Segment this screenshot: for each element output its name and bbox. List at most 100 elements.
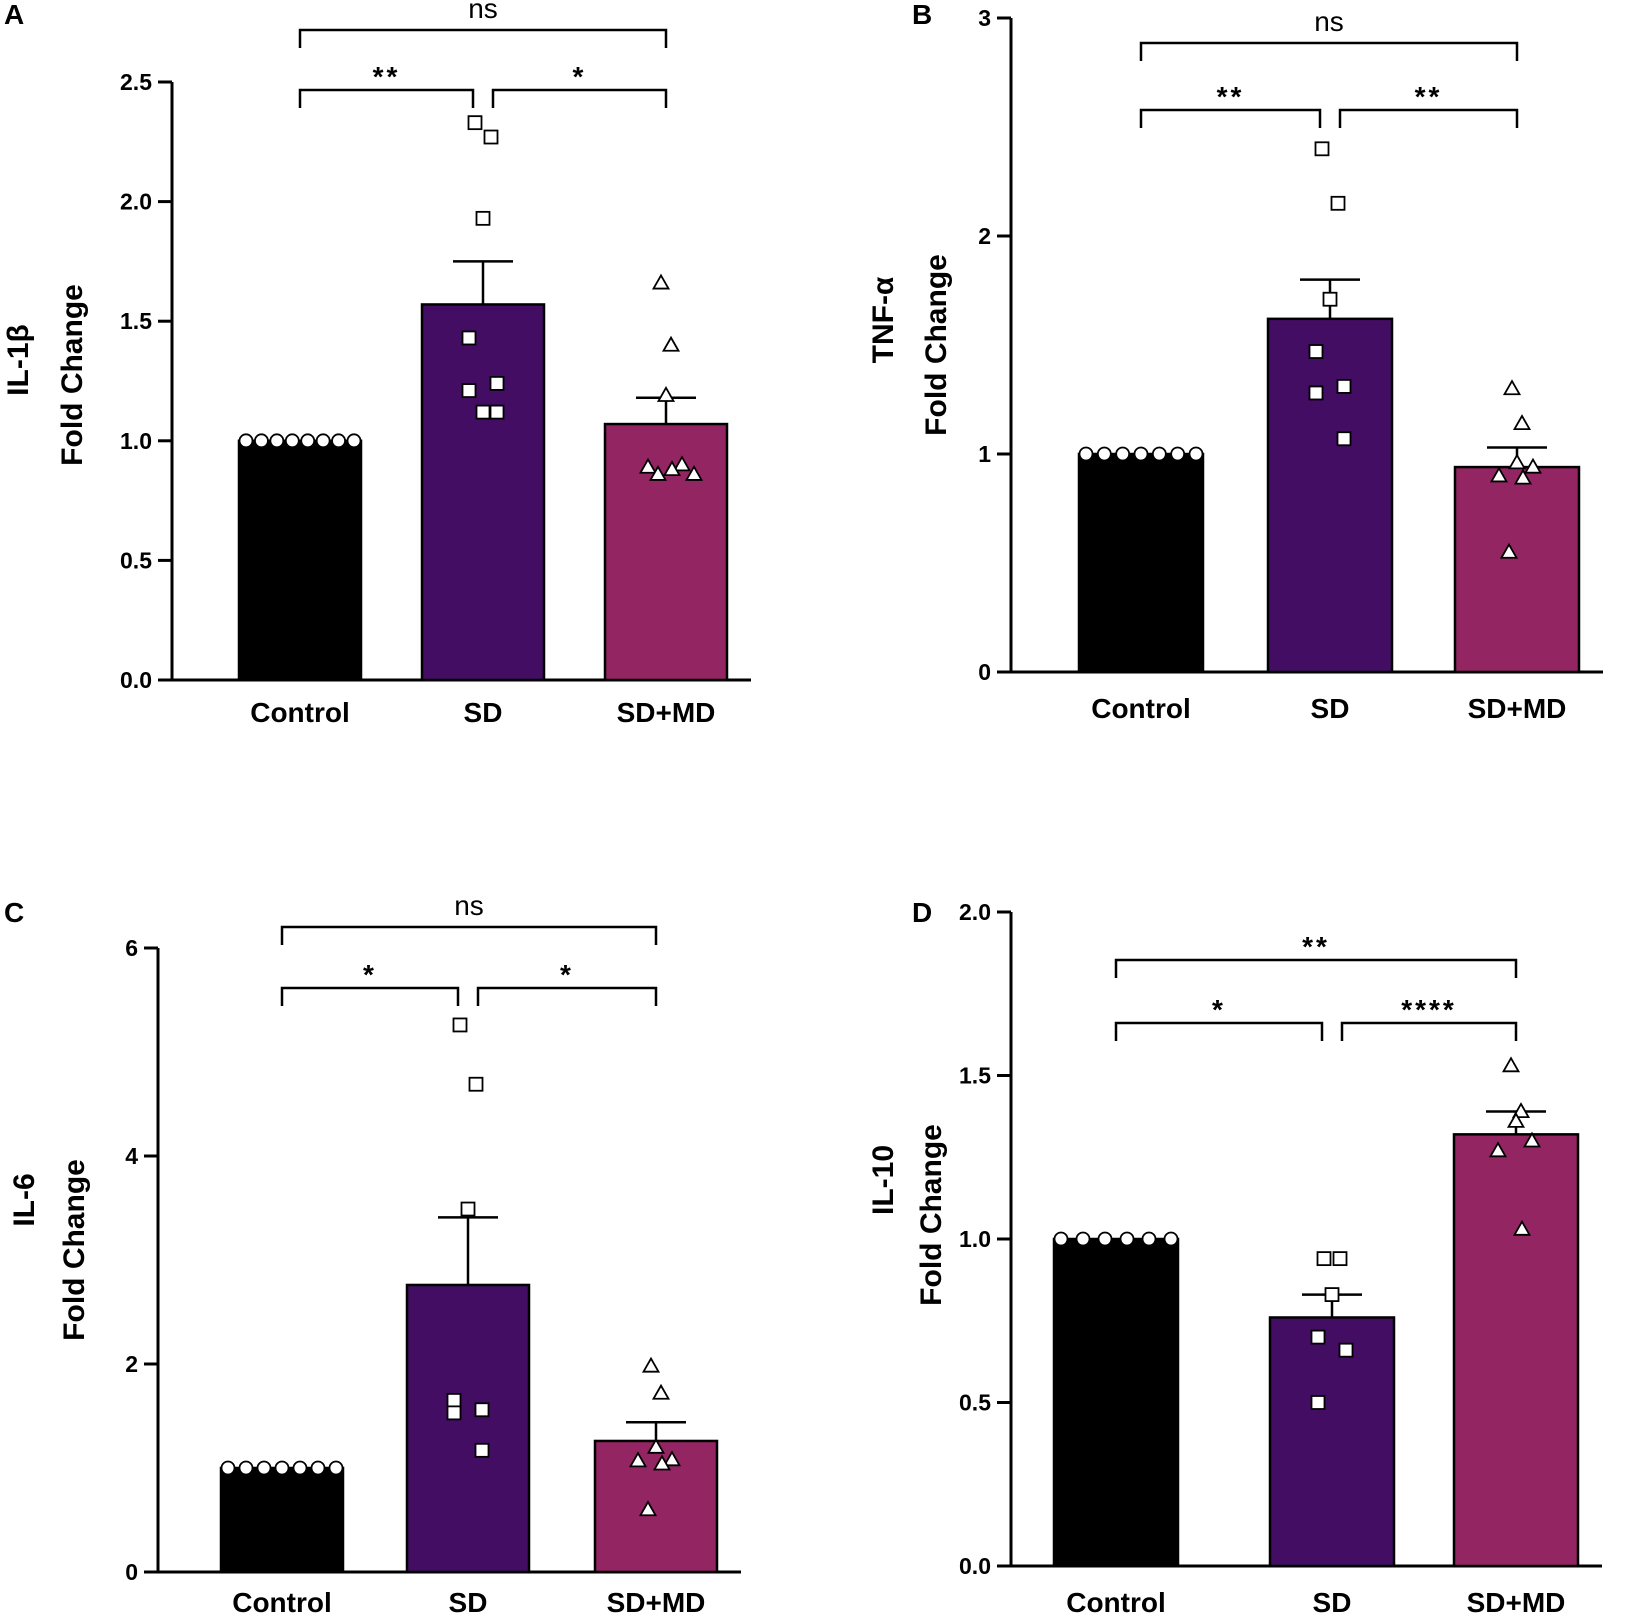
significance-label: ** bbox=[1302, 931, 1330, 962]
data-point-circle bbox=[256, 1460, 272, 1476]
y-tick-label: 2 bbox=[125, 1351, 138, 1377]
significance-label: ** bbox=[1415, 81, 1443, 112]
significance-bracket bbox=[298, 88, 475, 108]
data-point-circle bbox=[254, 433, 269, 449]
data-point-circle bbox=[284, 433, 300, 449]
data-point-triangle bbox=[1511, 1102, 1531, 1118]
bar bbox=[1452, 1133, 1580, 1568]
panel-letter: B bbox=[912, 0, 932, 30]
data-point-circle bbox=[1188, 446, 1204, 462]
significance-bracket bbox=[280, 925, 658, 945]
bar bbox=[405, 1283, 531, 1574]
y-axis-label: IL-10 bbox=[867, 1145, 900, 1215]
data-point-square bbox=[461, 330, 477, 346]
category-label: Control bbox=[1091, 693, 1191, 724]
significance-bracket bbox=[1114, 958, 1518, 978]
y-tick-label: 3 bbox=[978, 5, 991, 31]
data-point-circle bbox=[346, 433, 362, 449]
data-point-triangle bbox=[1512, 1219, 1532, 1236]
data-point-triangle bbox=[1523, 457, 1543, 474]
data-point-circle bbox=[1075, 1231, 1091, 1247]
data-point-triangle bbox=[1488, 1141, 1508, 1158]
data-point-square bbox=[452, 1017, 468, 1033]
significance-bracket bbox=[1340, 1021, 1518, 1041]
data-point-circle bbox=[310, 1460, 326, 1476]
data-point-circle bbox=[328, 1460, 344, 1476]
data-point-circle bbox=[315, 433, 331, 449]
data-point-triangle bbox=[1489, 466, 1509, 483]
data-point-triangle bbox=[651, 273, 671, 290]
data-point-circle bbox=[238, 433, 254, 449]
data-point-triangle bbox=[661, 335, 681, 352]
y-tick-label: 1.0 bbox=[959, 1226, 991, 1252]
data-point-square bbox=[474, 1402, 490, 1418]
y-tick-label: 2 bbox=[978, 223, 991, 249]
significance-bracket bbox=[1338, 108, 1519, 128]
category-label: SD+MD bbox=[607, 1587, 706, 1617]
significance-label: **** bbox=[1401, 994, 1457, 1025]
data-point-square bbox=[467, 115, 483, 131]
plot-area: 0 1 2 3 Control SD SD+MD ns ** ** bbox=[978, 5, 1603, 724]
significance-label: ns bbox=[468, 0, 498, 24]
data-point-triangle bbox=[684, 464, 704, 481]
data-point-triangle bbox=[652, 1454, 672, 1471]
plot-area: 0 2 4 6 Control SD SD+MD ns * * bbox=[125, 890, 741, 1617]
y-tick-label: 1.0 bbox=[120, 428, 152, 454]
data-point-circle bbox=[220, 1460, 236, 1476]
y-tick-label: 2.0 bbox=[120, 189, 152, 215]
y-axis-label: TNF-α bbox=[867, 276, 900, 363]
data-point-circle bbox=[1151, 446, 1167, 462]
data-point-square bbox=[1336, 431, 1352, 447]
significance-label: * bbox=[1212, 994, 1226, 1025]
bar bbox=[1268, 1316, 1396, 1568]
data-point-square bbox=[468, 1076, 484, 1092]
data-point-circle bbox=[269, 433, 285, 449]
category-label: SD+MD bbox=[617, 697, 716, 728]
data-point-circle bbox=[1170, 446, 1186, 462]
significance-label: * bbox=[560, 959, 574, 990]
data-point-triangle bbox=[1499, 542, 1519, 559]
data-point-triangle bbox=[656, 386, 676, 402]
category-label: SD bbox=[449, 1587, 488, 1617]
data-point-triangle bbox=[1522, 1131, 1542, 1148]
data-point-square bbox=[1308, 344, 1324, 359]
data-point-square bbox=[1310, 1395, 1326, 1410]
data-point-triangle bbox=[1506, 1111, 1526, 1128]
data-point-triangle bbox=[1502, 379, 1522, 396]
panel-c: C IL-6 Fold Change 0 2 4 6 Control SD SD+MD ns *… bbox=[4, 890, 741, 1617]
category-label: Control bbox=[250, 697, 350, 728]
category-label: Control bbox=[1066, 1587, 1166, 1617]
data-point-triangle bbox=[662, 460, 682, 477]
data-point-square bbox=[1338, 1342, 1354, 1358]
bar bbox=[420, 303, 546, 682]
significance-bracket bbox=[298, 28, 668, 48]
y-tick-label: 6 bbox=[125, 935, 138, 961]
bar bbox=[1052, 1237, 1180, 1568]
y-axis-label: Fold Change bbox=[920, 254, 953, 436]
panel-letter: D bbox=[912, 897, 932, 928]
category-label: SD+MD bbox=[1468, 693, 1567, 724]
panel-b: B TNF-α Fold Change 0 1 2 3 Control SD SD+MD ns… bbox=[867, 0, 1603, 724]
data-point-triangle bbox=[1501, 1056, 1521, 1073]
y-axis-label: Fold Change bbox=[915, 1124, 948, 1306]
data-point-square bbox=[474, 1442, 490, 1458]
bar bbox=[237, 439, 363, 682]
data-point-square bbox=[475, 210, 491, 226]
data-point-triangle bbox=[638, 457, 658, 474]
data-point-circle bbox=[1078, 446, 1094, 462]
y-axis-label: IL-1β bbox=[2, 324, 35, 396]
data-point-square bbox=[1330, 195, 1346, 211]
significance-label: ns bbox=[1314, 6, 1344, 37]
y-axis-label: Fold Change bbox=[56, 284, 89, 466]
data-point-triangle bbox=[1507, 453, 1527, 470]
data-point-square bbox=[1322, 291, 1338, 307]
y-tick-label: 1 bbox=[978, 441, 991, 467]
data-point-triangle bbox=[1513, 468, 1533, 485]
y-tick-label: 1.5 bbox=[959, 1063, 991, 1089]
significance-label: * bbox=[363, 959, 377, 990]
significance-bracket bbox=[476, 986, 658, 1006]
